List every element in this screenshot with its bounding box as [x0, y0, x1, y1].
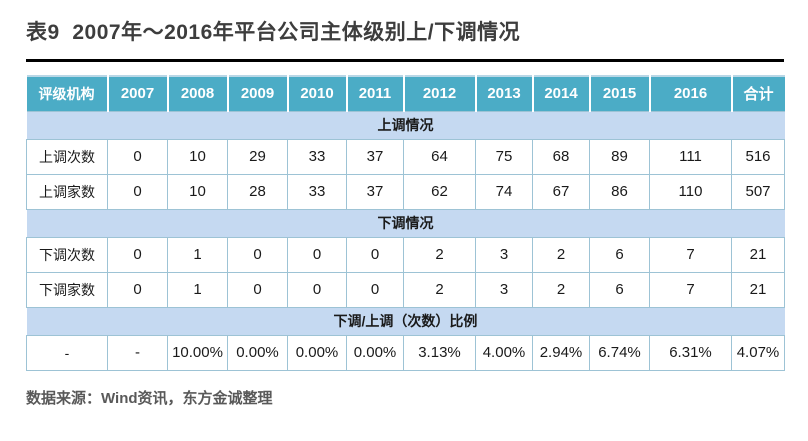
value-cell: 37: [346, 173, 404, 210]
value-cell: 3: [475, 271, 533, 308]
value-cell: 0: [227, 236, 288, 273]
column-header-agency: 评级机构: [26, 76, 108, 111]
value-cell: 0: [346, 271, 404, 308]
value-cell: 64: [403, 138, 476, 175]
value-cell: 29: [227, 138, 288, 175]
value-cell: 0: [107, 138, 168, 175]
value-cell: 33: [287, 173, 347, 210]
column-header-2016: 2016: [648, 76, 732, 111]
value-cell: 67: [532, 173, 590, 210]
column-header-2012: 2012: [402, 76, 476, 111]
table-row-downgrade-entities: 下调家数 0 1 0 0 0 2 3 2 6 7 21: [26, 271, 785, 308]
value-cell: 4.07%: [731, 334, 785, 371]
value-cell: 3.13%: [403, 334, 476, 371]
column-header-2010: 2010: [286, 76, 347, 111]
value-cell: 62: [403, 173, 476, 210]
value-cell: 0.00%: [287, 334, 347, 371]
value-cell: 6: [589, 236, 650, 273]
value-cell: 86: [589, 173, 650, 210]
value-cell: 0.00%: [227, 334, 288, 371]
value-cell: 10.00%: [167, 334, 228, 371]
value-cell: 1: [167, 271, 228, 308]
row-label: -: [26, 334, 108, 371]
value-cell: 2: [403, 236, 476, 273]
row-label: 下调家数: [26, 271, 108, 308]
section-row-ratio: 下调/上调（次数）比例: [26, 306, 785, 336]
value-cell: 2: [532, 236, 590, 273]
report-page: 表9 2007年～2016年平台公司主体级别上/下调情况 评级机构 2007 2…: [26, 21, 785, 407]
value-cell: 4.00%: [475, 334, 533, 371]
value-cell: 6: [589, 271, 650, 308]
section-header-ratio: 下调/上调（次数）比例: [26, 306, 785, 336]
value-cell: 33: [287, 138, 347, 175]
value-cell: 3: [475, 236, 533, 273]
value-cell: 74: [475, 173, 533, 210]
column-header-total: 合计: [730, 76, 785, 111]
table-title: 表9 2007年～2016年平台公司主体级别上/下调情况: [26, 21, 521, 44]
column-header-2008: 2008: [166, 76, 228, 111]
value-cell: 0: [346, 236, 404, 273]
column-header-2007: 2007: [106, 76, 168, 111]
value-cell: 2.94%: [532, 334, 590, 371]
data-source-note: 数据来源：Wind资讯，东方金诚整理: [26, 389, 273, 407]
value-cell: 21: [731, 271, 785, 308]
value-cell: 6.31%: [649, 334, 732, 371]
value-cell: 0: [107, 271, 168, 308]
value-cell: 1: [167, 236, 228, 273]
value-cell: 0: [287, 236, 347, 273]
row-label: 下调次数: [26, 236, 108, 273]
section-row-downgrade: 下调情况: [26, 208, 785, 238]
title-divider: [26, 59, 784, 62]
value-cell: 0.00%: [346, 334, 404, 371]
table-row-upgrade-entities: 上调家数 0 10 28 33 37 62 74 67 86 110 507: [26, 173, 785, 210]
column-header-2009: 2009: [226, 76, 288, 111]
value-cell: 75: [475, 138, 533, 175]
value-cell: 507: [731, 173, 785, 210]
rating-adjustment-table: 评级机构 2007 2008 2009 2010 2011 2012 2013 …: [26, 75, 785, 371]
table-row-ratio: - - 10.00% 0.00% 0.00% 0.00% 3.13% 4.00%…: [26, 334, 785, 371]
value-cell: 110: [649, 173, 732, 210]
value-cell: 89: [589, 138, 650, 175]
value-cell: 28: [227, 173, 288, 210]
value-cell: 6.74%: [589, 334, 650, 371]
row-label: 上调次数: [26, 138, 108, 175]
value-cell: 68: [532, 138, 590, 175]
column-header-2013: 2013: [474, 76, 533, 111]
section-header-downgrade: 下调情况: [26, 208, 785, 238]
value-cell: -: [107, 334, 168, 371]
value-cell: 37: [346, 138, 404, 175]
value-cell: 0: [227, 271, 288, 308]
value-cell: 10: [167, 138, 228, 175]
row-label: 上调家数: [26, 173, 108, 210]
section-row-upgrade: 上调情况: [26, 110, 785, 140]
table-header-row: 评级机构 2007 2008 2009 2010 2011 2012 2013 …: [26, 76, 785, 111]
value-cell: 0: [107, 173, 168, 210]
table-row-upgrade-times: 上调次数 0 10 29 33 37 64 75 68 89 111 516: [26, 138, 785, 175]
table-row-downgrade-times: 下调次数 0 1 0 0 0 2 3 2 6 7 21: [26, 236, 785, 273]
value-cell: 7: [649, 271, 732, 308]
column-header-2015: 2015: [588, 76, 650, 111]
value-cell: 21: [731, 236, 785, 273]
value-cell: 516: [731, 138, 785, 175]
column-header-2014: 2014: [531, 76, 590, 111]
section-header-upgrade: 上调情况: [26, 110, 785, 140]
value-cell: 111: [649, 138, 732, 175]
value-cell: 10: [167, 173, 228, 210]
value-cell: 0: [107, 236, 168, 273]
value-cell: 2: [403, 271, 476, 308]
value-cell: 7: [649, 236, 732, 273]
column-header-2011: 2011: [345, 76, 404, 111]
value-cell: 0: [287, 271, 347, 308]
value-cell: 2: [532, 271, 590, 308]
